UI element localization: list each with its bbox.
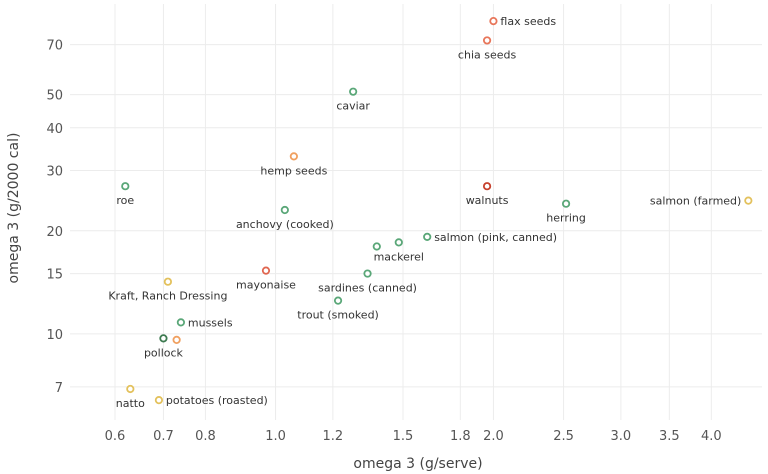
y-axis-ticks: 7 10 15 20 30 40 50 70	[46, 39, 63, 396]
point-label: potatoes (roasted)	[166, 394, 268, 407]
point-label: trout (smoked)	[297, 309, 379, 322]
data-points	[121, 17, 753, 405]
data-point[interactable]	[333, 296, 343, 305]
point-label: roe	[116, 194, 134, 207]
x-tick-label: 1.0	[265, 429, 286, 444]
y-tick-label: 10	[46, 328, 63, 343]
data-point[interactable]	[280, 205, 289, 215]
x-tick-label: 1.8	[450, 429, 471, 444]
data-point[interactable]	[172, 335, 181, 344]
y-tick-label: 15	[46, 268, 63, 283]
y-axis-title: omega 3 (g/2000 cal)	[6, 133, 22, 284]
data-point[interactable]	[363, 269, 372, 278]
data-point[interactable]	[159, 334, 168, 343]
y-tick-label: 20	[46, 225, 63, 240]
point-label: pollock	[144, 346, 184, 359]
point-label: walnuts	[466, 194, 509, 207]
data-point[interactable]	[423, 232, 432, 241]
point-label: mussels	[188, 316, 233, 329]
y-tick-label: 7	[55, 381, 63, 396]
point-label: salmon (farmed)	[650, 195, 741, 208]
point-label: hemp seeds	[260, 164, 327, 177]
data-point[interactable]	[349, 87, 358, 96]
point-label: anchovy (cooked)	[236, 218, 334, 231]
point-label: natto	[116, 397, 145, 410]
data-point[interactable]	[372, 242, 381, 251]
point-label: flax seeds	[500, 15, 556, 28]
data-point[interactable]	[489, 17, 498, 26]
data-point[interactable]	[163, 277, 172, 286]
x-tick-label: 0.6	[105, 429, 126, 444]
x-tick-label: 0.7	[153, 429, 174, 444]
x-tick-label: 0.8	[195, 429, 216, 444]
data-point[interactable]	[261, 266, 271, 275]
data-point[interactable]	[482, 36, 492, 45]
point-label: caviar	[336, 100, 370, 113]
point-label: mayonaise	[236, 279, 296, 292]
data-point[interactable]	[394, 238, 403, 247]
x-tick-label: 3.0	[611, 429, 632, 444]
point-label: Kraft, Ranch Dressing	[108, 290, 227, 303]
data-point[interactable]	[744, 196, 753, 205]
data-point[interactable]	[154, 396, 164, 405]
data-point[interactable]	[561, 199, 571, 208]
y-tick-label: 50	[46, 89, 63, 104]
data-point[interactable]	[121, 182, 130, 191]
data-point[interactable]	[126, 384, 135, 394]
data-point[interactable]	[482, 182, 492, 191]
x-tick-label: 2.0	[483, 429, 504, 444]
point-label: chia seeds	[458, 48, 517, 61]
y-tick-label: 70	[46, 39, 63, 54]
x-axis-title: omega 3 (g/serve)	[353, 456, 482, 472]
y-tick-label: 30	[46, 165, 63, 180]
x-tick-label: 3.5	[659, 429, 680, 444]
y-tick-label: 40	[46, 122, 63, 137]
data-point[interactable]	[289, 152, 298, 161]
x-tick-label: 2.5	[553, 429, 574, 444]
data-point[interactable]	[176, 318, 186, 327]
gridlines	[70, 4, 762, 420]
x-tick-label: 1.2	[323, 429, 344, 444]
x-tick-label: 4.0	[701, 429, 722, 444]
point-labels: flax seeds chia seeds caviar hemp seeds roe w…	[108, 15, 741, 410]
point-label: herring	[546, 212, 586, 225]
x-axis-ticks: 0.6 0.7 0.8 1.0 1.2 1.5 1.8 2.0 2.5 3.0 3.5 4.0	[105, 429, 722, 444]
point-label: salmon (pink, canned)	[434, 231, 557, 244]
x-tick-label: 1.5	[393, 429, 414, 444]
point-label: sardines (canned)	[318, 282, 417, 295]
point-label: mackerel	[374, 250, 424, 263]
